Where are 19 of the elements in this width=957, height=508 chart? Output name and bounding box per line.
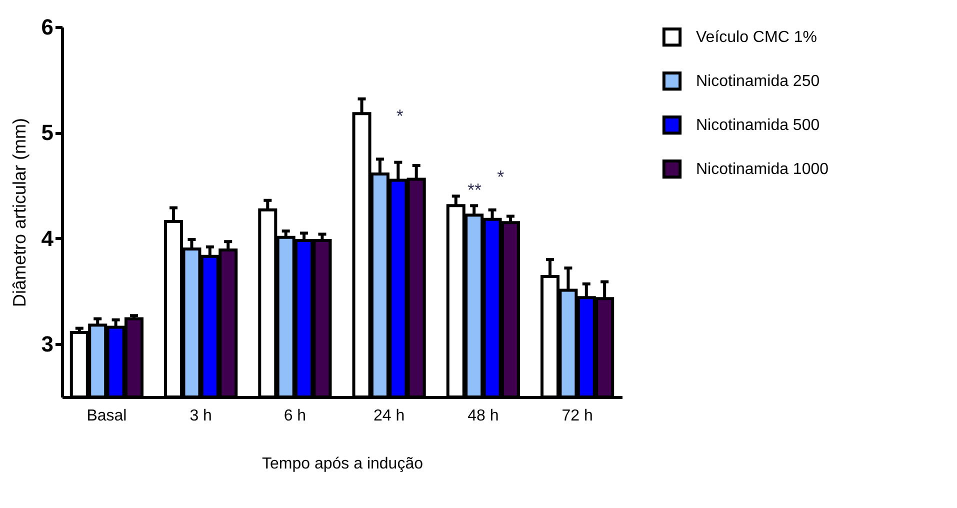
y-tick-label: 4	[41, 226, 54, 251]
x-tick-label: 48 h	[468, 408, 499, 424]
annotation: **	[468, 180, 482, 200]
y-tick-label: 5	[41, 120, 54, 146]
y-tick-label: 6	[41, 14, 54, 40]
y-tick-label: 3	[41, 332, 54, 357]
x-tick-label: 24 h	[373, 408, 405, 424]
legend-label: Veículo CMC 1%	[696, 29, 817, 46]
x-tick-label: Basal	[86, 408, 127, 424]
annotation: *	[497, 167, 504, 188]
y-axis-title: Diâmetro articular (mm)	[9, 118, 30, 308]
x-tick-label: 72 h	[562, 408, 593, 424]
x-tick-label: 6 h	[284, 408, 306, 424]
x-tick-label: 3 h	[190, 408, 212, 424]
legend-label: Nicotinamida 1000	[696, 161, 829, 178]
legend-label: Nicotinamida 250	[696, 73, 820, 90]
legend-label: Nicotinamida 500	[696, 117, 820, 134]
x-axis-title: Tempo após a indução	[262, 456, 424, 472]
annotation: *	[396, 106, 404, 126]
